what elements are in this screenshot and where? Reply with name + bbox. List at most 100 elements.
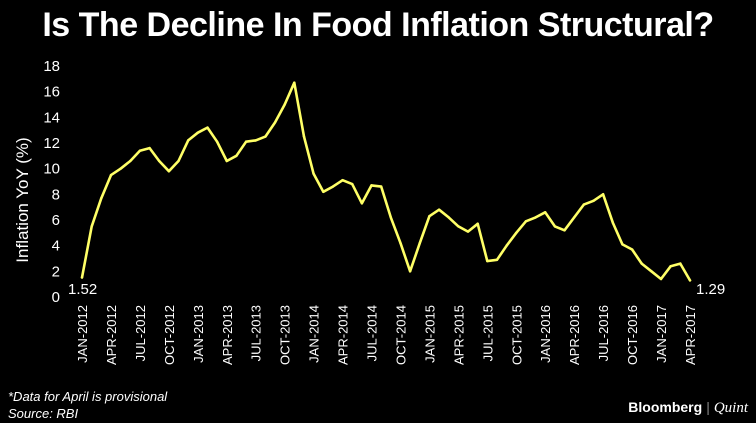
data-point	[621, 243, 624, 246]
data-point	[418, 241, 421, 245]
y-tick-label: 4	[52, 238, 60, 255]
data-point	[437, 208, 441, 211]
data-point	[659, 277, 663, 281]
data-point	[312, 172, 315, 175]
data-point	[90, 225, 93, 228]
data-point	[466, 230, 470, 233]
x-tick-label: OCT-2014	[393, 305, 408, 365]
x-tick-label: APR-2017	[683, 305, 698, 365]
y-tick-label: 12	[43, 135, 60, 152]
data-point	[399, 241, 402, 245]
x-tick-label: JAN-2017	[654, 305, 669, 363]
data-point	[138, 149, 142, 152]
data-point	[177, 159, 180, 163]
y-axis-ticks: 0 2 4 6 8 10 12 14 16 18	[43, 58, 60, 306]
x-tick-label: APR-2013	[220, 305, 235, 365]
data-point	[254, 139, 257, 142]
brand-partner: Quint	[713, 400, 748, 416]
data-point	[524, 220, 528, 223]
x-tick-label: OCT-2013	[278, 305, 293, 365]
brand-name: Bloomberg	[628, 399, 703, 415]
data-point	[389, 216, 393, 219]
y-axis-label: Inflation YoY (%)	[13, 137, 32, 262]
x-tick-label: JUL-2016	[596, 305, 611, 361]
data-point	[688, 279, 692, 282]
x-tick-label: JAN-2014	[307, 305, 322, 363]
data-point	[601, 193, 605, 196]
brand-separator: |	[706, 399, 710, 415]
series-line-food-inflation	[80, 81, 692, 282]
data-point	[582, 203, 586, 206]
data-point	[669, 265, 672, 268]
data-point	[650, 270, 653, 273]
data-point	[360, 202, 364, 205]
x-tick-label: OCT-2016	[625, 305, 640, 365]
chart-title: Is The Decline In Food Inflation Structu…	[42, 6, 714, 44]
series-points	[80, 81, 692, 282]
x-tick-label: JUL-2014	[365, 305, 380, 361]
data-point	[351, 182, 354, 186]
x-tick-label: JAN-2015	[422, 305, 437, 363]
data-point	[158, 159, 161, 163]
footnote: *Data for April is provisional	[8, 389, 168, 404]
x-tick-label: JUL-2015	[480, 305, 495, 361]
data-point	[515, 231, 518, 235]
data-point	[592, 199, 595, 202]
data-point	[225, 159, 228, 163]
data-point	[331, 185, 335, 188]
data-point	[544, 211, 547, 214]
data-point	[534, 216, 537, 219]
source-note: Source: RBI	[8, 406, 79, 421]
data-point	[244, 140, 248, 143]
x-tick-label: APR-2015	[451, 305, 466, 365]
y-tick-label: 0	[52, 289, 60, 306]
y-tick-label: 16	[43, 84, 60, 101]
data-point	[109, 173, 113, 177]
data-point	[186, 139, 190, 142]
data-point	[196, 131, 200, 134]
brand-logo: Bloomberg | Quint	[628, 399, 748, 417]
x-tick-label: JAN-2013	[191, 305, 206, 363]
last-value-label: 1.29	[696, 281, 725, 298]
data-point	[640, 262, 643, 265]
x-tick-label: JAN-2016	[538, 305, 553, 363]
data-point	[486, 259, 489, 263]
y-tick-label: 18	[43, 58, 60, 75]
x-tick-label: OCT-2012	[162, 305, 177, 365]
data-point	[505, 244, 508, 247]
x-tick-label: JUL-2013	[249, 305, 264, 361]
x-tick-label: APR-2016	[567, 305, 582, 365]
x-tick-label: APR-2014	[336, 305, 351, 365]
data-point	[341, 179, 344, 182]
data-point	[80, 276, 84, 279]
x-tick-label: OCT-2015	[509, 305, 524, 365]
x-axis-ticks: JAN-2012 APR-2012 JUL-2012 OCT-2012 JAN-2013…	[75, 305, 698, 365]
data-point	[215, 140, 219, 143]
data-point	[495, 258, 499, 261]
data-point	[302, 135, 306, 138]
data-point	[370, 184, 373, 187]
x-tick-label: JAN-2012	[75, 305, 90, 363]
data-point	[457, 225, 460, 228]
first-value-label: 1.52	[68, 281, 97, 298]
data-point	[148, 146, 151, 150]
data-point	[206, 126, 209, 129]
data-point	[235, 154, 238, 158]
data-point	[273, 121, 277, 124]
data-point	[408, 270, 412, 273]
y-tick-label: 6	[52, 212, 60, 229]
data-point	[264, 135, 267, 138]
data-point	[572, 216, 576, 219]
data-point	[428, 214, 431, 218]
x-tick-label: JUL-2012	[133, 305, 148, 361]
data-point	[322, 190, 325, 193]
y-tick-label: 10	[43, 161, 60, 178]
data-point	[679, 262, 682, 265]
data-point	[447, 216, 450, 219]
data-point	[611, 221, 614, 224]
x-tick-label: APR-2012	[104, 305, 119, 365]
y-tick-label: 8	[52, 186, 60, 203]
data-point	[129, 159, 132, 163]
y-tick-label: 2	[52, 263, 60, 280]
data-point	[563, 229, 566, 232]
